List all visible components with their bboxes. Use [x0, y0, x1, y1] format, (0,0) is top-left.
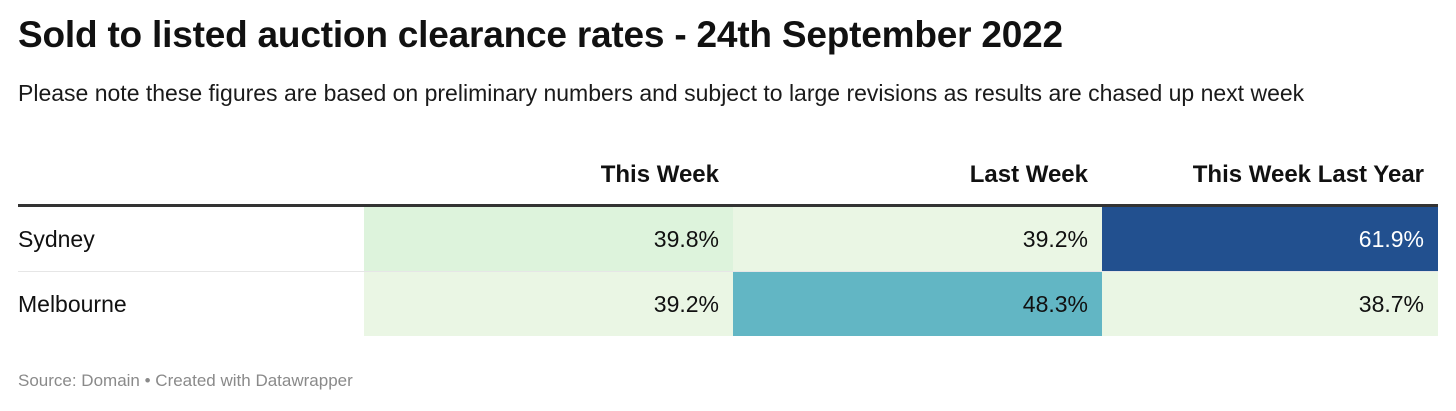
cell-melbourne-last-week: 48.3%: [733, 271, 1102, 336]
chart-subtitle: Please note these figures are based on p…: [18, 80, 1305, 106]
header-this-week-last-year[interactable]: This Week Last Year: [1102, 146, 1438, 207]
header-this-week[interactable]: This Week: [364, 146, 733, 207]
cell-sydney-last-week: 39.2%: [733, 205, 1102, 272]
cell-melbourne-this-week: 39.2%: [364, 271, 733, 336]
cell-melbourne-this-week-last-year: 38.7%: [1102, 271, 1438, 336]
cell-sydney-this-week: 39.8%: [364, 205, 733, 272]
row-label-melbourne: Melbourne: [18, 290, 127, 317]
table-row: Melbourne 39.2% 48.3% 38.7%: [18, 271, 1438, 336]
source-footer: Source: Domain • Created with Datawrappe…: [18, 371, 353, 390]
chart-title: Sold to listed auction clearance rates -…: [18, 14, 1063, 55]
cell-sydney-this-week-last-year: 61.9%: [1102, 205, 1438, 272]
row-label-sydney: Sydney: [18, 205, 364, 272]
header-row: This Week Last Week This Week Last Year: [18, 146, 1438, 207]
header-last-week[interactable]: Last Week: [733, 146, 1102, 207]
clearance-rates-table: This Week Last Week This Week Last Year …: [18, 146, 1438, 336]
table-row: Sydney 39.8% 39.2% 61.9%: [18, 205, 1438, 272]
header-city: [18, 146, 364, 207]
